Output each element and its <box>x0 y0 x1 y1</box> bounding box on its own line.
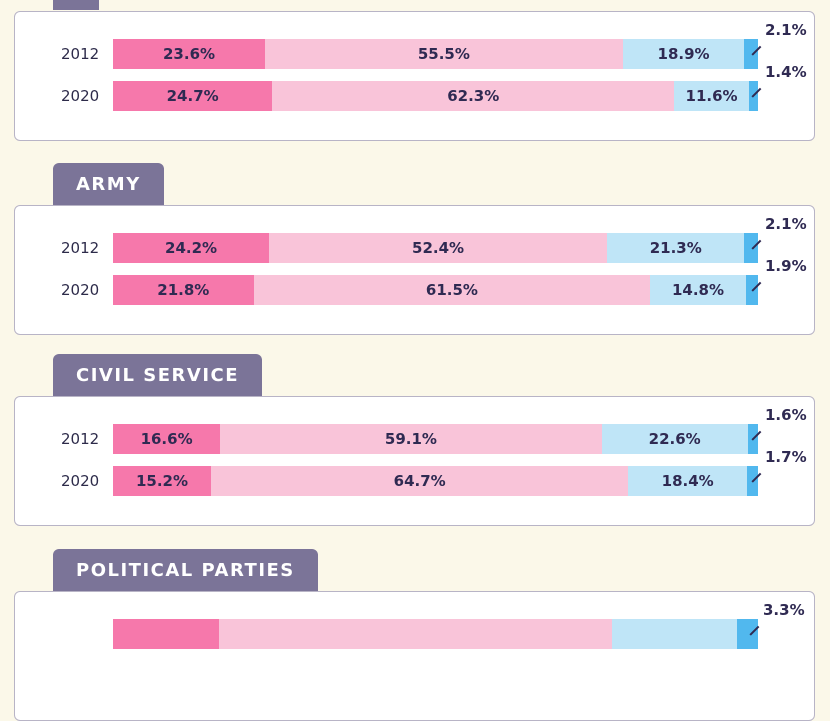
bar-segment-good: 61.5% <box>253 275 651 305</box>
data-label: 18.9% <box>657 45 710 63</box>
year-label: 2012 <box>61 239 100 257</box>
data-label: 22.6% <box>648 430 701 448</box>
section-tab: POLITICAL PARTIES <box>53 549 318 591</box>
section-title: CIVIL SERVICE <box>76 364 240 386</box>
bar-segment-very-good: 24.2% <box>113 233 270 263</box>
bar-segment-bad: 18.9% <box>622 39 745 69</box>
bar-segment-bad <box>611 619 737 649</box>
bar-row: 2020 24.7% 62.3% 11.6% 1.4% <box>15 63 814 111</box>
bar-row: 2012 16.6% 59.1% 22.6% 1.6% <box>15 406 814 454</box>
data-label: 1.4% <box>765 63 807 81</box>
bar-row: 2020 21.8% 61.5% 14.8% 1.9% <box>15 257 814 305</box>
data-label: 11.6% <box>685 87 738 105</box>
small-value-callout: 1.9% <box>751 257 812 305</box>
bar-segment-very-good: 23.6% <box>113 39 266 69</box>
chart-card: 2012 24.2% 52.4% 21.3% 2.1% 2020 21.8% 61.5% 14.… <box>14 205 815 335</box>
section-tab <box>53 0 99 10</box>
bar-segment-bad: 21.3% <box>607 233 745 263</box>
data-label: 21.3% <box>649 239 702 257</box>
bar-row: 2012 23.6% 55.5% 18.9% 2.1% <box>15 21 814 69</box>
bar-segment-good <box>219 619 612 649</box>
callout-leader-line <box>751 281 762 291</box>
bar-segment-very-bad <box>744 39 758 69</box>
data-label: 2.1% <box>765 215 807 233</box>
bar-segment-good: 59.1% <box>220 424 602 454</box>
small-value-callout: 2.1% <box>751 21 812 69</box>
callout-leader-line <box>751 45 762 55</box>
bar-row: 3.3% <box>15 601 814 649</box>
data-label: 24.7% <box>166 87 219 105</box>
bar-segment-bad: 11.6% <box>674 81 749 111</box>
bar-segment-very-good: 15.2% <box>113 466 212 496</box>
data-label: 3.3% <box>763 601 805 619</box>
small-value-callout: 1.7% <box>751 448 812 496</box>
chart-card: 2012 23.6% 55.5% 18.9% 2.1% 2020 24.7% 62.3% 11.… <box>14 11 815 141</box>
data-label: 59.1% <box>384 430 437 448</box>
year-label: 2020 <box>61 281 100 299</box>
stacked-bar: 23.6% 55.5% 18.9% <box>113 39 758 69</box>
bar-segment-very-good: 24.7% <box>113 81 273 111</box>
data-label: 16.6% <box>140 430 193 448</box>
data-label: 62.3% <box>447 87 500 105</box>
year-label: 2012 <box>61 45 100 63</box>
data-label: 1.9% <box>765 257 807 275</box>
data-label: 52.4% <box>412 239 465 257</box>
small-value-callout: 3.3% <box>749 601 810 649</box>
data-label: 15.2% <box>135 472 189 490</box>
small-value-callout: 2.1% <box>751 215 812 263</box>
bar-segment-very-good: 16.6% <box>113 424 221 454</box>
bar-segment-bad: 18.4% <box>628 466 748 496</box>
stacked-bar: 24.2% 52.4% 21.3% <box>113 233 758 263</box>
callout-leader-line <box>751 430 762 440</box>
stacked-bar: 21.8% 61.5% 14.8% <box>113 275 758 305</box>
bar-segment-good: 55.5% <box>265 39 623 69</box>
bar-row: 2020 15.2% 64.7% 18.4% 1.7% <box>15 448 814 496</box>
data-label: 24.2% <box>165 239 218 257</box>
stacked-bar: 15.2% 64.7% 18.4% <box>113 466 758 496</box>
bar-segment-very-bad <box>744 233 758 263</box>
section-title: ARMY <box>76 173 141 195</box>
chart-card: 2012 16.6% 59.1% 22.6% 1.6% 2020 15.2% 64.7% 18.… <box>14 396 815 526</box>
chart-card: 3.3% <box>14 591 815 721</box>
year-label: 2020 <box>61 87 100 105</box>
bar-segment-good: 62.3% <box>272 81 675 111</box>
small-value-callout: 1.4% <box>751 63 812 111</box>
data-label: 23.6% <box>163 45 216 63</box>
bar-segment-good: 64.7% <box>211 466 629 496</box>
bar-segment-bad: 22.6% <box>601 424 748 454</box>
data-label: 64.7% <box>393 472 446 490</box>
data-label: 1.6% <box>765 406 807 424</box>
section-tab: ARMY <box>53 163 164 205</box>
bar-row: 2012 24.2% 52.4% 21.3% 2.1% <box>15 215 814 263</box>
bar-segment-good: 52.4% <box>269 233 608 263</box>
section-title: POLITICAL PARTIES <box>76 559 295 581</box>
data-label: 55.5% <box>417 45 470 63</box>
small-value-callout: 1.6% <box>751 406 812 454</box>
section-tab: CIVIL SERVICE <box>53 354 263 396</box>
year-label: 2020 <box>61 472 100 490</box>
data-label: 61.5% <box>425 281 478 299</box>
data-label: 1.7% <box>765 448 807 466</box>
bar-segment-very-good <box>113 619 220 649</box>
stacked-bar: 16.6% 59.1% 22.6% <box>113 424 758 454</box>
data-label: 14.8% <box>671 281 725 299</box>
bar-segment-bad: 14.8% <box>650 275 746 305</box>
callout-leader-line <box>751 87 762 97</box>
data-label: 2.1% <box>765 21 807 39</box>
data-label: 21.8% <box>157 281 210 299</box>
stacked-bar <box>113 619 758 649</box>
callout-leader-line <box>749 625 760 635</box>
stacked-bar: 24.7% 62.3% 11.6% <box>113 81 758 111</box>
callout-leader-line <box>751 472 762 482</box>
year-label: 2012 <box>61 430 100 448</box>
bar-segment-very-good: 21.8% <box>113 275 254 305</box>
data-label: 18.4% <box>661 472 714 490</box>
callout-leader-line <box>751 239 762 249</box>
